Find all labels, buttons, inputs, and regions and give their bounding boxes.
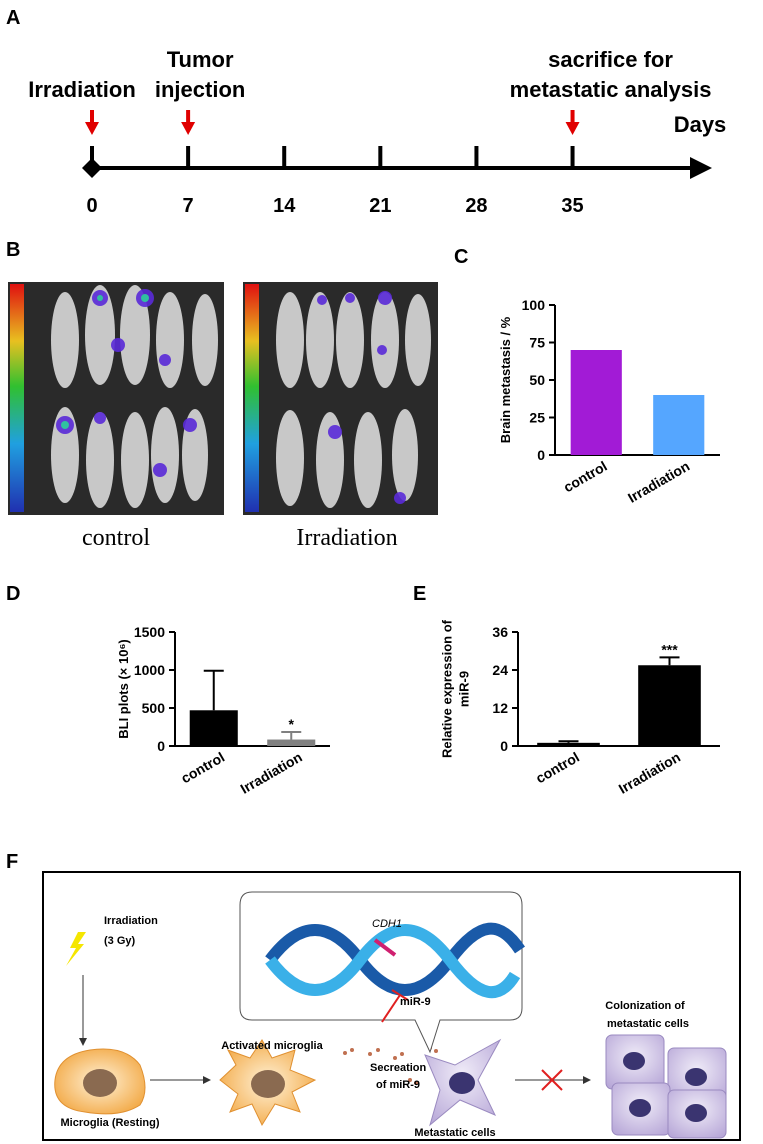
error-bar [281,730,302,740]
group-label: Irradiation [296,525,397,551]
error-bar [203,669,224,711]
y-axis-label: BLI plots (× 10⁶) [116,639,131,739]
error-bar [659,656,680,666]
y-tick-label: 500 [142,700,166,716]
y-tick-label: 12 [492,700,508,716]
tick-label: 14 [273,195,296,217]
x-tick-label: Irradiation [237,749,304,797]
tick-label: 21 [369,195,391,217]
label: (3 Gy) [104,935,136,947]
event-label: metastatic analysis [510,77,712,102]
bar [267,739,316,746]
bar [537,742,600,746]
tick-label: 0 [86,195,97,217]
y-axis-label: miR-9 [457,671,472,707]
label: Metastatic cells [414,1127,495,1139]
event-label: injection [155,77,245,102]
panel-label: C [454,246,468,268]
significance: *** [661,641,678,657]
x-tick-label: control [533,749,582,787]
event-arrow [565,110,580,135]
tick-label: 35 [561,195,583,217]
label: Irradiation [104,915,158,927]
panel-label: D [6,583,20,605]
bar [570,350,622,455]
timeline: 0 7 14 21 28 35 Irradiation Tumor injection sacri… [28,47,712,217]
panel-label: A [6,7,20,29]
label: miR-9 [400,996,431,1008]
label: Activated microglia [221,1040,323,1052]
tick-label: 28 [465,195,487,217]
bar [653,395,705,455]
y-tick-label: 36 [492,624,508,640]
label: of miR-9 [376,1079,420,1091]
panel-label: F [6,851,18,873]
bli-image-irradiation [243,282,438,515]
tick-label: 7 [183,195,194,217]
event-label: Irradiation [28,77,136,102]
panel-label: B [6,239,20,261]
error-bar [558,740,579,743]
event-label: sacrifice for [548,47,673,72]
y-tick-label: 0 [537,447,545,463]
y-tick-label: 50 [529,372,545,388]
event-arrow [85,110,99,135]
y-axis-label: Brain metastasis / % [498,316,513,443]
y-tick-label: 1500 [134,624,165,640]
label: Secreation [370,1062,427,1074]
x-tick-label: Irradiation [625,458,692,506]
y-tick-label: 100 [522,297,546,313]
label: Colonization of [605,1000,685,1012]
y-axis-label: Relative expression of [440,619,455,758]
y-tick-label: 0 [500,738,508,754]
bli-image-control [8,282,224,515]
significance: * [289,716,295,732]
gene-label: CDH1 [372,918,402,930]
x-tick-label: Irradiation [616,749,683,797]
mechanism-diagram [42,871,741,1141]
bar [189,710,238,746]
y-tick-label: 25 [529,410,545,426]
x-tick-label: control [178,749,227,787]
y-tick-label: 24 [492,662,508,678]
event-label: Tumor [167,47,234,72]
axis-arrowhead [690,157,712,179]
panel-label: E [413,583,426,605]
axis-label: Days [674,112,727,137]
x-tick-label: control [561,458,610,496]
bar [638,665,701,746]
label: Microglia (Resting) [60,1117,159,1129]
group-label: control [82,525,150,551]
start-marker [82,158,102,178]
y-tick-label: 0 [157,738,165,754]
event-arrow [181,110,196,135]
y-tick-label: 1000 [134,662,165,678]
y-tick-label: 75 [529,335,545,351]
label: metastatic cells [607,1018,689,1030]
